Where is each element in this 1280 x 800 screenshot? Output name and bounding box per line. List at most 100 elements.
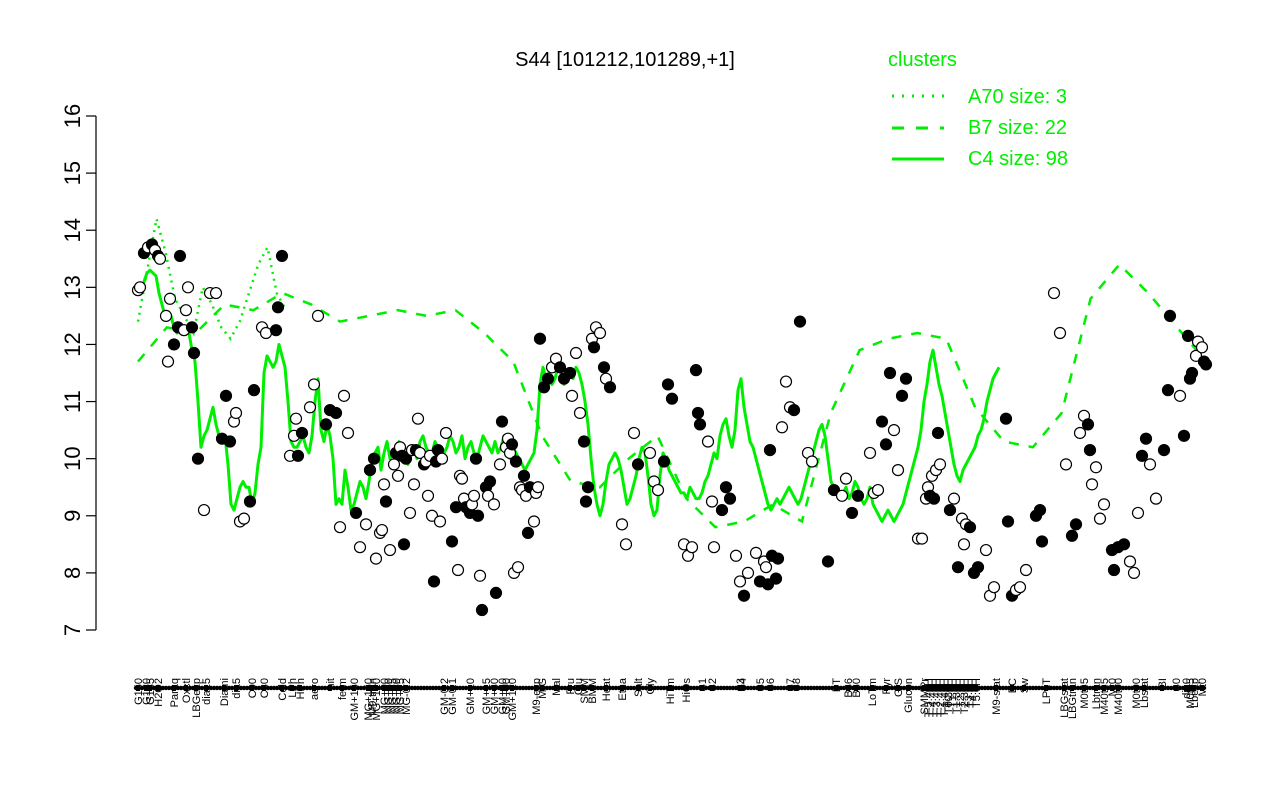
x-tick-label: BMM (587, 678, 599, 704)
data-point (643, 446, 657, 460)
data-point (455, 472, 469, 485)
data-point (769, 572, 783, 585)
data-point (243, 495, 257, 508)
data-point (191, 452, 205, 465)
data-point (569, 346, 583, 360)
data-point (931, 426, 945, 440)
data-point (1097, 498, 1111, 511)
data-point (987, 581, 1001, 594)
data-point (369, 552, 383, 565)
data-point (173, 249, 187, 263)
data-point (521, 526, 535, 540)
data-point (289, 412, 303, 425)
data-point (685, 541, 699, 554)
data-point (1135, 449, 1149, 462)
x-tick-label: Oxctl (181, 678, 193, 703)
data-point (475, 603, 489, 617)
y-tick-label: 9 (60, 510, 85, 522)
x-tick-label: Sw (1019, 678, 1031, 693)
x-tick-label: LBGstat (1059, 678, 1071, 718)
data-point (627, 426, 641, 440)
data-point (407, 478, 421, 491)
data-point (247, 384, 261, 397)
data-point (495, 415, 509, 428)
x-tick-label: Gly (645, 678, 657, 695)
data-point (565, 389, 579, 402)
data-point (971, 561, 985, 574)
data-point (181, 281, 195, 294)
chart-title: S44 [101212,101289,+1] (515, 49, 735, 71)
data-point (363, 463, 377, 477)
data-point (403, 506, 417, 520)
data-point (387, 458, 401, 471)
x-tick-label: MG-0.2 (401, 678, 413, 715)
data-point (377, 478, 391, 491)
data-point (1173, 389, 1187, 402)
data-point (947, 492, 961, 505)
data-point (665, 392, 679, 405)
data-point (1073, 426, 1087, 440)
data-point (167, 338, 181, 351)
data-point (771, 552, 785, 565)
x-tick-label: Lbtran (1091, 678, 1103, 709)
data-point (749, 546, 763, 560)
data-point (1127, 566, 1141, 579)
data-point (581, 481, 595, 494)
data-point (693, 418, 707, 431)
data-point (741, 566, 755, 579)
x-tick-label: GM+10 (465, 678, 477, 714)
data-point (153, 252, 167, 265)
data-point (805, 455, 819, 468)
x-tick-label: SMM (579, 678, 591, 704)
data-point (509, 455, 523, 468)
x-tick-label: G180 (141, 678, 153, 705)
data-point (397, 538, 411, 551)
data-point (1139, 432, 1153, 445)
data-point (427, 575, 441, 588)
x-tick-label: G135 (145, 678, 157, 705)
data-point (1161, 384, 1175, 397)
data-point (1123, 555, 1137, 568)
x-tick-label: G150 (133, 678, 145, 705)
data-point (433, 515, 447, 528)
x-tick-label: BC (1007, 678, 1019, 693)
data-point (1001, 515, 1015, 528)
data-point (1085, 478, 1099, 491)
x-tick-label: H2O2 (153, 678, 165, 707)
data-point (691, 406, 705, 420)
y-tick-label: 11 (60, 390, 85, 413)
data-point (879, 438, 893, 451)
data-point (435, 452, 449, 465)
data-point (887, 424, 901, 437)
data-point (1143, 458, 1157, 471)
data-point (187, 346, 201, 360)
data-point (269, 324, 283, 337)
data-point (1033, 503, 1047, 517)
data-point (517, 469, 531, 482)
data-point (379, 495, 393, 508)
data-point (835, 489, 849, 502)
data-point (821, 555, 835, 568)
legend-title: clusters (888, 49, 957, 71)
data-point (933, 458, 947, 471)
data-point (421, 489, 435, 502)
data-point (1083, 444, 1097, 457)
x-tick-label: Lbexp (1189, 678, 1201, 708)
data-point (493, 458, 507, 471)
y-tick-label: 10 (60, 446, 85, 470)
data-point (999, 412, 1013, 425)
data-point (631, 458, 645, 471)
x-tick-label: GM-0.1 (447, 678, 459, 715)
data-point (661, 378, 675, 391)
data-point (1177, 429, 1191, 442)
data-point (1117, 538, 1131, 551)
data-point (473, 569, 487, 582)
data-point (891, 463, 905, 477)
data-point (1089, 461, 1103, 474)
data-point (341, 426, 355, 440)
data-point (467, 489, 481, 502)
data-point (707, 541, 721, 554)
data-point (1047, 286, 1061, 300)
data-point (359, 518, 373, 531)
